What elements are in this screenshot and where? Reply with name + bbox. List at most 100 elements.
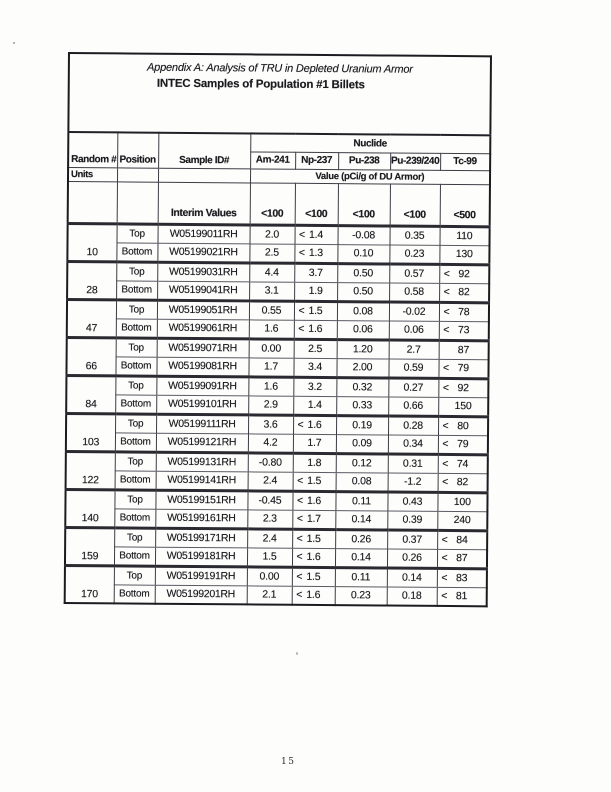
less-than-sign: < (441, 571, 448, 584)
cell-pu238: 0.33 (336, 396, 389, 416)
cell-position: Bottom (114, 508, 156, 528)
cell-am241: 0.00 (246, 566, 292, 586)
cell-pu238: 0.11 (335, 491, 388, 511)
empty-cell (116, 167, 159, 182)
cell-pu239240: 0.18 (386, 586, 437, 606)
cell-sample-id: W05199151RH (155, 489, 248, 510)
cell-am241: -0.45 (247, 490, 293, 510)
cell-value: 79 (457, 362, 470, 375)
cell-np237: 2.5 (293, 338, 337, 359)
cell-am241: 2.3 (247, 509, 293, 529)
cell-pu238: -0.08 (337, 225, 390, 245)
cell-tc99: <79 (438, 358, 489, 379)
cell-random-number: 66 (66, 336, 116, 376)
cell-np237: <1.6 (291, 547, 336, 568)
page-number: 15 (281, 757, 296, 767)
cell-value: 1.4 (309, 228, 324, 242)
less-than-sign: < (442, 437, 449, 450)
cell-sample-id: W05199021RH (157, 242, 250, 263)
cell-pu239240: 0.06 (388, 320, 439, 340)
interim-value-am241: <100 (249, 182, 295, 225)
tru-analysis-table: Appendix A: Analysis of TRU in Depleted … (63, 52, 493, 608)
less-than-sign: < (441, 551, 448, 564)
cell-position: Bottom (113, 584, 155, 604)
cell-am241: 1.7 (248, 357, 294, 377)
empty-cell (116, 181, 158, 224)
cell-tc99: <73 (438, 320, 490, 341)
table-title-block: Appendix A: Analysis of TRU in Depleted … (68, 53, 492, 136)
cell-sample-id: W05199031RH (157, 261, 250, 282)
cell-pu238: 0.08 (335, 472, 388, 492)
cell-tc99: <83 (436, 567, 488, 588)
cell-value: 78 (458, 306, 470, 319)
cell-position: Bottom (115, 356, 157, 376)
col-header-position: Position (117, 132, 159, 168)
cell-random-number: 84 (66, 374, 116, 414)
less-than-sign: < (442, 457, 449, 470)
cell-tc99: <92 (438, 377, 489, 398)
cell-position: Bottom (115, 394, 157, 414)
cell-position: Top (114, 527, 156, 547)
cell-position: Bottom (114, 432, 157, 452)
less-than-sign: < (296, 570, 303, 583)
cell-random-number: 140 (65, 488, 115, 528)
cell-value: 81 (455, 590, 468, 603)
cell-value: 74 (456, 458, 469, 471)
scan-speck (296, 652, 298, 655)
cell-np237: <1.3 (294, 243, 338, 264)
cell-value: 82 (458, 286, 470, 299)
cell-tc99: <82 (437, 472, 488, 493)
col-header-nuclide: Nuclide (250, 133, 491, 154)
cell-tc99: <80 (438, 415, 489, 436)
cell-pu239240: 0.26 (386, 548, 438, 568)
cell-pu239240: 0.43 (387, 491, 438, 511)
cell-tc99: 150 (438, 396, 489, 417)
cell-am241: 2.4 (247, 471, 293, 491)
cell-sample-id: W05199181RH (154, 546, 248, 567)
cell-position: Bottom (116, 242, 158, 262)
cell-pu239240: 2.7 (388, 339, 439, 359)
interim-value-pu239-240: <100 (389, 183, 440, 226)
col-header-tc99: Tc-99 (440, 152, 491, 171)
appendix-a-table: Appendix A: Analysis of TRU in Depleted … (63, 52, 493, 608)
cell-np237: 3.7 (294, 262, 338, 283)
cell-pu239240: 0.57 (389, 263, 440, 283)
cell-pu238: 0.08 (336, 301, 390, 321)
cell-value: 79 (457, 438, 469, 451)
cell-tc99: 240 (437, 510, 488, 531)
cell-sample-id: W05199141RH (155, 470, 248, 491)
cell-np237: <1.4 (294, 224, 338, 245)
cell-random-number: 159 (64, 526, 115, 566)
cell-pu238: 0.19 (336, 415, 389, 435)
cell-pu239240: 0.58 (389, 282, 440, 302)
cell-pu238: 0.32 (336, 377, 389, 397)
cell-value: 1.5 (307, 474, 322, 488)
cell-value: 84 (456, 534, 468, 547)
cell-value: 1.5 (306, 532, 321, 545)
cell-am241: 0.55 (248, 300, 295, 320)
cell-pu238: 0.09 (335, 434, 389, 454)
cell-pu238: 0.50 (337, 263, 390, 283)
cell-am241: 4.4 (249, 262, 295, 282)
cell-pu238: 0.26 (335, 529, 388, 549)
cell-np237: <1.6 (291, 585, 335, 606)
less-than-sign: < (442, 361, 450, 375)
cell-position: Bottom (116, 280, 158, 300)
cell-np237: 1.7 (292, 433, 337, 454)
cell-am241: 3.6 (248, 414, 294, 434)
cell-tc99: <92 (439, 263, 490, 284)
cell-value: 83 (455, 572, 468, 585)
cell-np237: 1.4 (293, 395, 337, 416)
cell-am241: 2.4 (247, 528, 293, 548)
cell-np237: <1.6 (293, 414, 337, 435)
cell-sample-id: W05199081RH (156, 356, 249, 377)
cell-np237: <1.5 (292, 528, 336, 549)
cell-tc99: 87 (438, 339, 489, 360)
cell-pu238: 0.14 (335, 510, 388, 530)
less-than-sign: < (296, 532, 303, 545)
less-than-sign: < (296, 550, 303, 563)
cell-position: Top (115, 375, 157, 395)
less-than-sign: < (296, 512, 303, 525)
less-than-sign: < (297, 418, 304, 431)
less-than-sign: < (297, 474, 304, 487)
